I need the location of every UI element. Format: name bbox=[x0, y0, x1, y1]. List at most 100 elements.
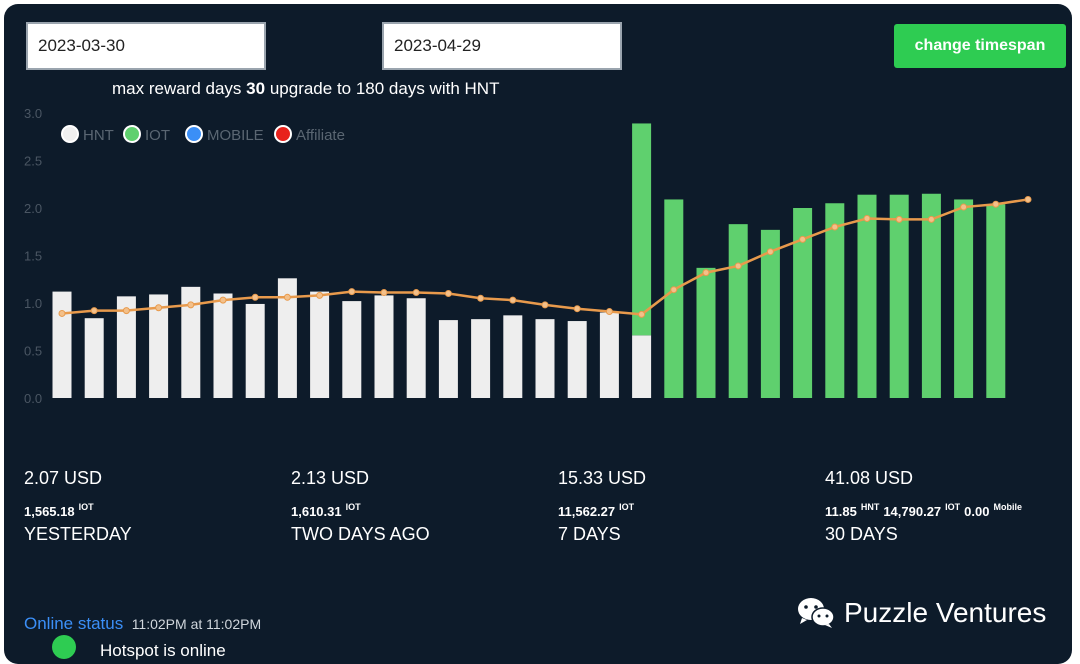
bar-hnt bbox=[471, 319, 491, 398]
trend-point bbox=[895, 215, 903, 223]
stat-amount-value: 11,562.27 bbox=[558, 504, 616, 519]
start-date-input[interactable] bbox=[26, 22, 266, 70]
stat-amount-unit: IOT bbox=[619, 502, 635, 512]
dashboard-panel: change timespan max reward days 30 upgra… bbox=[4, 4, 1072, 664]
trend-point bbox=[863, 214, 871, 222]
legend-swatch-affiliate bbox=[274, 125, 292, 143]
bar-hnt bbox=[245, 303, 265, 398]
rewards-chart: 0.0 0.5 1.0 1.5 2.0 2.5 3.0 HNT IOT MOBILE Affilia… bbox=[24, 106, 1032, 406]
stat-amount-unit: IOT bbox=[945, 502, 961, 512]
trend-point bbox=[927, 215, 935, 223]
bar-iot bbox=[954, 199, 974, 398]
bar-hnt bbox=[310, 291, 330, 398]
stat-amounts: 11.85 HNT 14,790.27 IOT 0.00 Mobile bbox=[825, 502, 1026, 519]
reward-suffix: upgrade to 180 days with HNT bbox=[269, 79, 500, 98]
bar-iot bbox=[793, 208, 813, 398]
stat-usd: 2.07 USD bbox=[24, 468, 103, 488]
stat-period: TWO DAYS AGO bbox=[291, 524, 430, 544]
trend-point bbox=[155, 304, 163, 312]
stat-period: 7 DAYS bbox=[558, 524, 621, 544]
y-tick-label: 0.5 bbox=[24, 344, 42, 359]
change-timespan-button[interactable]: change timespan bbox=[894, 24, 1066, 68]
y-tick-label: 3.0 bbox=[24, 106, 42, 121]
stat-amounts: 1,610.31 IOT bbox=[291, 502, 365, 519]
online-status-time: 11:02PM at 11:02PM bbox=[131, 616, 262, 632]
legend-label-affiliate: Affiliate bbox=[296, 127, 345, 144]
stat-amount-unit: IOT bbox=[345, 502, 361, 512]
y-tick-label: 1.5 bbox=[24, 249, 42, 264]
trend-point bbox=[380, 289, 388, 297]
stat-period: 30 DAYS bbox=[825, 524, 898, 544]
trend-point bbox=[187, 301, 195, 309]
stat-amounts: 1,565.18 IOT bbox=[24, 502, 98, 519]
trend-point bbox=[960, 203, 968, 211]
stat-amount-value: 14,790.27 bbox=[883, 504, 942, 519]
reward-days: 30 bbox=[246, 79, 266, 98]
bar-iot bbox=[921, 193, 941, 398]
watermark: Puzzle Ventures bbox=[796, 596, 1046, 630]
bar-hnt bbox=[116, 296, 136, 398]
trend-point bbox=[348, 288, 356, 296]
trend-point bbox=[766, 248, 774, 256]
stat-period: YESTERDAY bbox=[24, 524, 132, 544]
bar-hnt bbox=[406, 298, 426, 398]
trend-point bbox=[122, 307, 130, 315]
legend-label-iot: IOT bbox=[145, 127, 170, 144]
bar-hnt bbox=[438, 320, 458, 398]
stat-amount-value: 0.00 bbox=[964, 504, 990, 519]
reward-prefix: max reward days bbox=[112, 79, 242, 98]
online-status-label[interactable]: Online status bbox=[24, 614, 124, 633]
legend-label-hnt: HNT bbox=[83, 127, 114, 144]
wechat-icon bbox=[798, 598, 835, 628]
bar-hnt bbox=[535, 319, 555, 398]
bar-iot bbox=[825, 203, 845, 398]
bar-hnt bbox=[567, 321, 587, 398]
stat-amount-unit: IOT bbox=[78, 502, 94, 512]
trend-point bbox=[219, 296, 227, 304]
bar-hnt bbox=[84, 318, 104, 398]
stat-amounts: 11,562.27 IOT bbox=[558, 502, 638, 519]
hotspot-status: Hotspot is online bbox=[100, 641, 226, 660]
stat-amount-unit: HNT bbox=[860, 502, 880, 512]
trend-point bbox=[831, 223, 839, 231]
online-indicator-icon bbox=[52, 635, 76, 659]
stat-usd: 2.13 USD bbox=[291, 468, 370, 488]
bar-hnt bbox=[374, 295, 394, 398]
stat-amount-unit: Mobile bbox=[993, 502, 1022, 512]
y-tick-label: 1.0 bbox=[24, 296, 42, 311]
trend-point bbox=[90, 307, 98, 315]
stat-usd: 41.08 USD bbox=[825, 468, 914, 488]
bar-hnt bbox=[342, 301, 362, 398]
bar-iot bbox=[632, 123, 652, 336]
bar-iot bbox=[696, 267, 716, 398]
bar-iot bbox=[986, 204, 1006, 398]
trend-point bbox=[509, 296, 517, 304]
trend-point bbox=[412, 289, 420, 297]
bar-hnt bbox=[599, 312, 619, 398]
bar-hnt bbox=[52, 291, 72, 398]
legend-label-mobile: MOBILE bbox=[207, 127, 264, 144]
trend-point bbox=[1024, 195, 1032, 203]
trend-line bbox=[61, 198, 1029, 316]
watermark-text: Puzzle Ventures bbox=[844, 597, 1047, 628]
trend-point bbox=[799, 235, 807, 243]
bar-hnt bbox=[213, 293, 233, 398]
legend-swatch-iot bbox=[123, 125, 141, 143]
trend-point bbox=[573, 305, 581, 313]
trend-point bbox=[477, 294, 485, 302]
trend-point bbox=[992, 200, 1000, 208]
y-tick-label: 2.5 bbox=[24, 154, 42, 169]
bar-hnt bbox=[632, 335, 652, 398]
y-tick-label: 0.0 bbox=[24, 391, 42, 406]
trend-point bbox=[58, 309, 66, 317]
trend-point bbox=[670, 286, 678, 294]
bar-hnt bbox=[181, 286, 201, 398]
trend-point bbox=[734, 262, 742, 270]
bar-iot bbox=[664, 199, 684, 398]
trend-point bbox=[283, 293, 291, 301]
stat-usd: 15.33 USD bbox=[558, 468, 647, 488]
legend-swatch-hnt bbox=[61, 125, 79, 143]
end-date-input[interactable] bbox=[382, 22, 622, 70]
stat-amount-value: 1,610.31 bbox=[291, 504, 342, 519]
stat-amount-value: 1,565.18 bbox=[24, 504, 75, 519]
